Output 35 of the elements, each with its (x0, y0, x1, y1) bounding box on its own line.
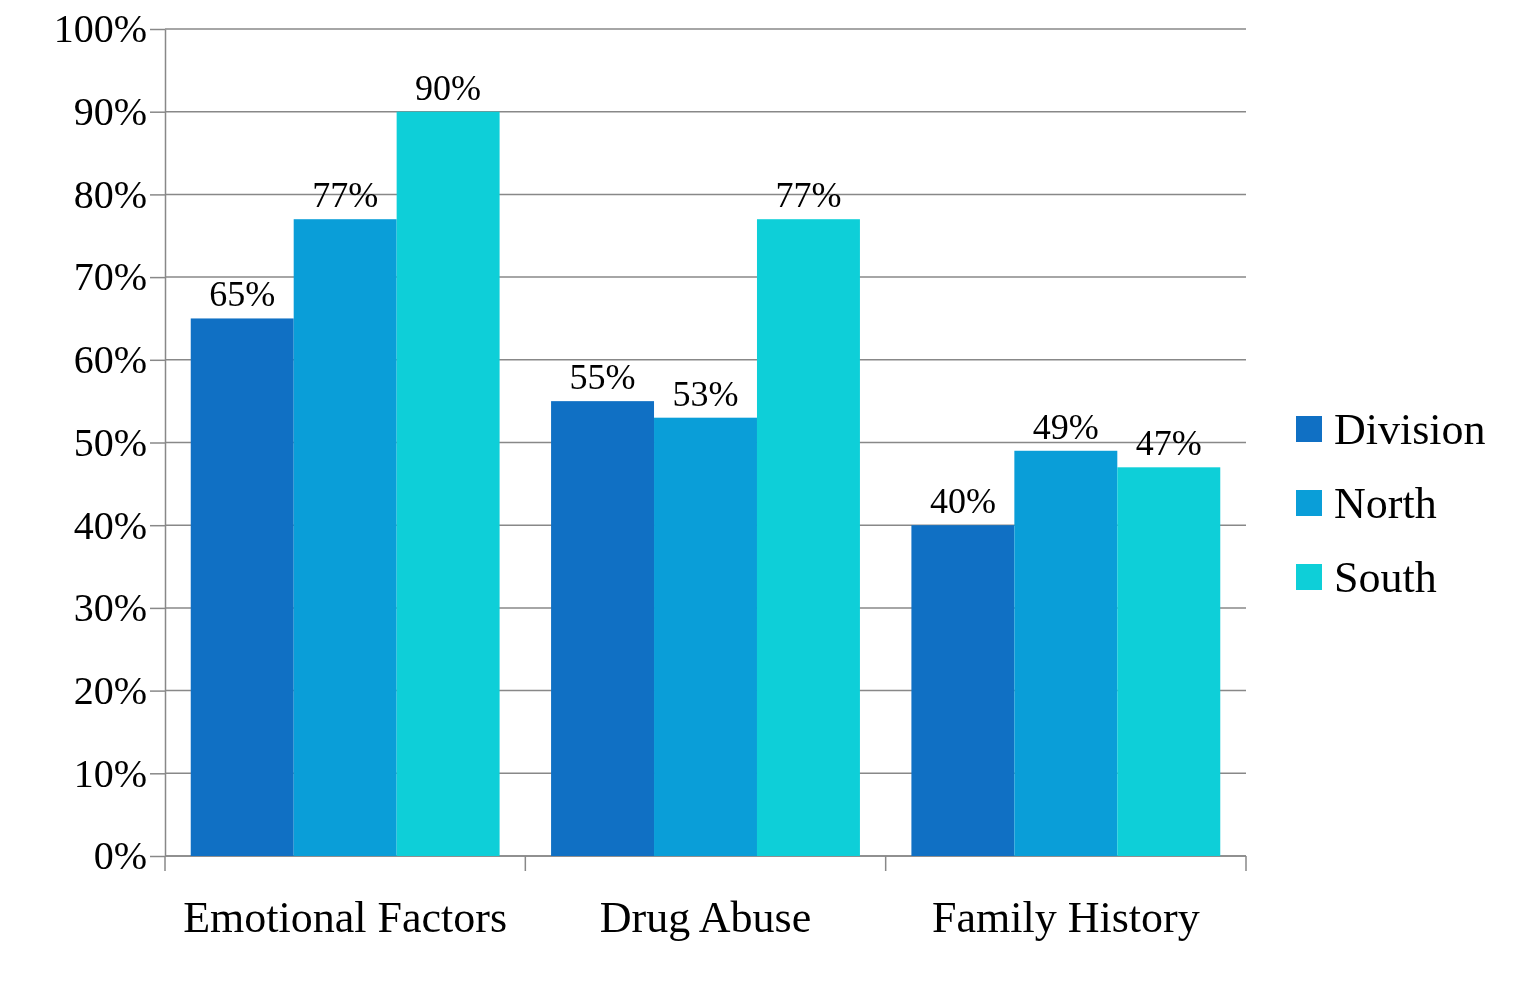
data-label: 47% (1135, 423, 1202, 464)
y-tick-label: 60% (73, 337, 147, 383)
data-label: 55% (569, 357, 636, 398)
y-tick-label: 80% (73, 171, 147, 217)
bar (396, 111, 500, 856)
y-tick-label: 0% (93, 833, 147, 879)
bar (190, 318, 294, 856)
y-tick-label: 10% (73, 750, 147, 796)
x-tick-label: Drug Abuse (599, 893, 812, 942)
y-tick-label: 100% (53, 6, 147, 52)
y-tick-label: 70% (73, 254, 147, 300)
data-label: 40% (929, 481, 996, 522)
bar (1117, 467, 1221, 856)
bar (551, 401, 655, 856)
x-tick-label: Family History (931, 893, 1200, 942)
bar (1014, 450, 1118, 856)
legend-label: Division (1334, 405, 1486, 454)
data-label: 77% (775, 175, 842, 216)
y-tick-label: 90% (73, 89, 147, 134)
data-label: 77% (312, 175, 379, 216)
x-tick-label: Emotional Factors (183, 893, 508, 942)
data-label: 90% (415, 67, 482, 108)
data-label: 53% (672, 373, 739, 414)
data-label: 49% (1032, 406, 1099, 447)
legend-label: North (1334, 479, 1437, 528)
bar (756, 219, 860, 856)
bar (293, 219, 397, 856)
bar (654, 417, 757, 856)
y-tick-label: 50% (73, 419, 147, 465)
legend-label: South (1334, 553, 1437, 602)
y-tick-label: 20% (73, 667, 147, 713)
y-tick-label: 40% (73, 502, 147, 548)
bar (911, 525, 1015, 856)
y-tick-label: 30% (73, 585, 147, 631)
data-label: 65% (209, 274, 276, 315)
